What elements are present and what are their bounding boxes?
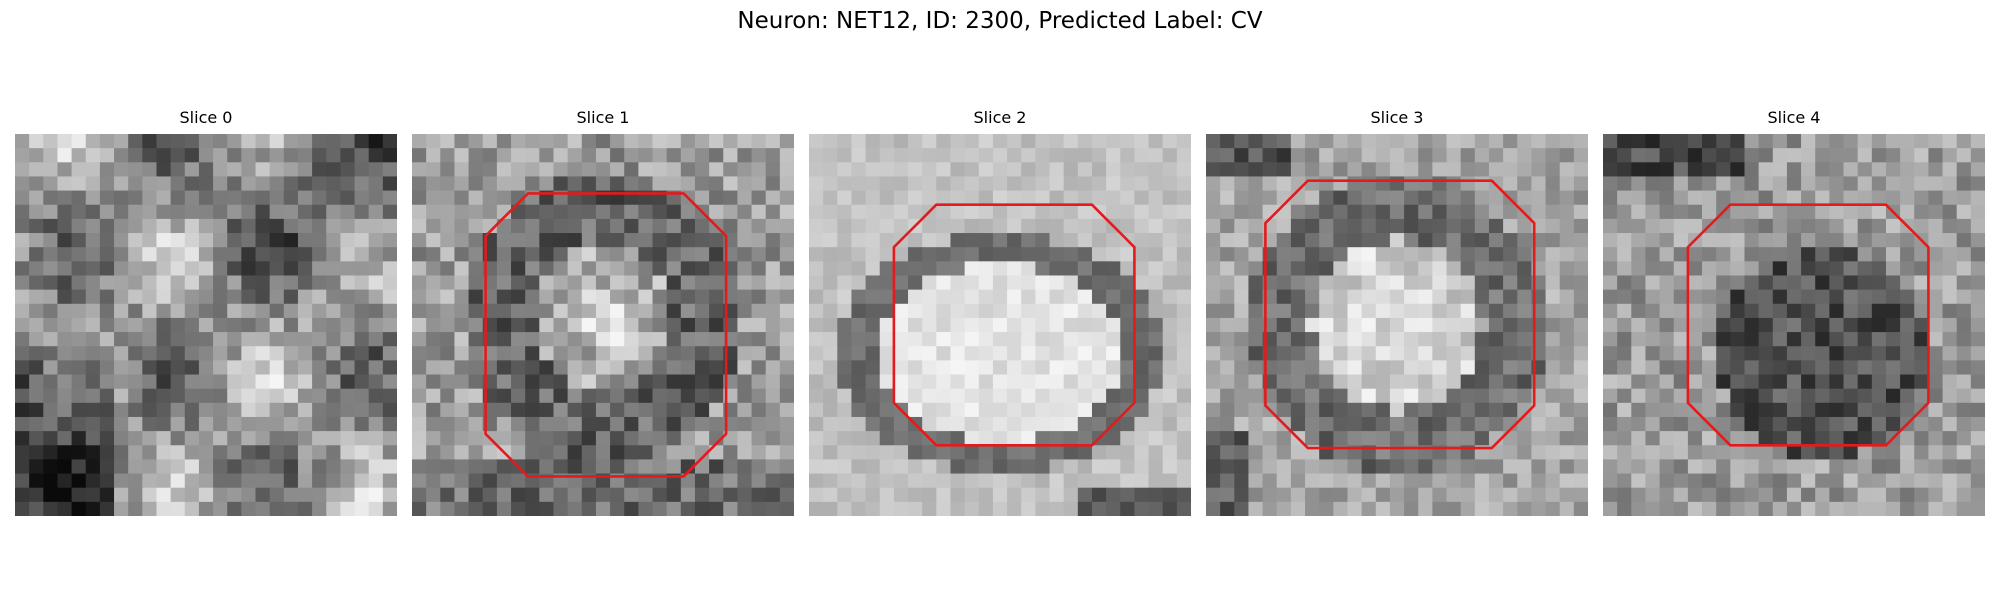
slice-image-1 bbox=[412, 134, 794, 516]
slice-pixels bbox=[412, 134, 794, 516]
slice-panel-1: Slice 1 bbox=[412, 108, 794, 518]
slice-image-3 bbox=[1206, 134, 1588, 516]
slice-panel-4: Slice 4 bbox=[1603, 108, 1985, 518]
slice-panel-2: Slice 2 bbox=[809, 108, 1191, 518]
slice-title-0: Slice 0 bbox=[15, 108, 397, 127]
slice-title-2: Slice 2 bbox=[809, 108, 1191, 127]
slice-image-2 bbox=[809, 134, 1191, 516]
slice-title-4: Slice 4 bbox=[1603, 108, 1985, 127]
slice-pixels bbox=[15, 134, 397, 516]
slice-title-3: Slice 3 bbox=[1206, 108, 1588, 127]
slice-panel-0: Slice 0 bbox=[15, 108, 397, 518]
slice-pixels bbox=[1206, 134, 1588, 516]
slice-image-4 bbox=[1603, 134, 1985, 516]
slice-panel-3: Slice 3 bbox=[1206, 108, 1588, 518]
slice-title-1: Slice 1 bbox=[412, 108, 794, 127]
figure-title: Neuron: NET12, ID: 2300, Predicted Label… bbox=[0, 8, 2000, 34]
slice-image-0 bbox=[15, 134, 397, 516]
